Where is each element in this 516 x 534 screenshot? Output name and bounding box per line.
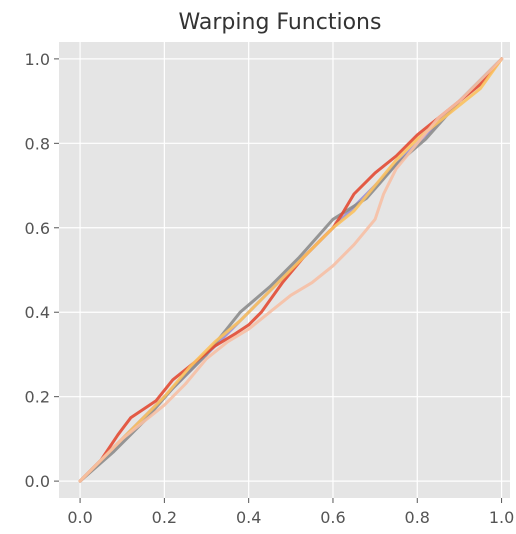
y-tick-label: 0.0 (25, 472, 50, 491)
y-tick-label: 0.6 (25, 219, 50, 238)
x-tick-label: 0.8 (405, 508, 430, 527)
series-lines (78, 57, 504, 483)
chart-title: Warping Functions (179, 10, 382, 35)
y-tick-label: 0.2 (25, 388, 50, 407)
y-tick-label: 0.4 (25, 303, 50, 322)
x-tick-label: 0.6 (320, 508, 345, 527)
x-tick-label: 0.0 (67, 508, 92, 527)
x-tick-label: 1.0 (489, 508, 514, 527)
x-axis-ticks: 0.0 0.2 0.4 0.6 0.8 1.0 (67, 498, 514, 527)
x-tick-label: 0.2 (152, 508, 177, 527)
series-line-3 (78, 57, 504, 483)
y-axis-ticks: 0.0 0.2 0.4 0.6 0.8 1.0 (25, 50, 59, 491)
grid-lines (59, 42, 510, 498)
series-line-4 (78, 57, 504, 483)
x-tick-label: 0.4 (236, 508, 261, 527)
y-tick-label: 1.0 (25, 50, 50, 69)
y-tick-label: 0.8 (25, 134, 50, 153)
series-line-5 (78, 57, 504, 483)
